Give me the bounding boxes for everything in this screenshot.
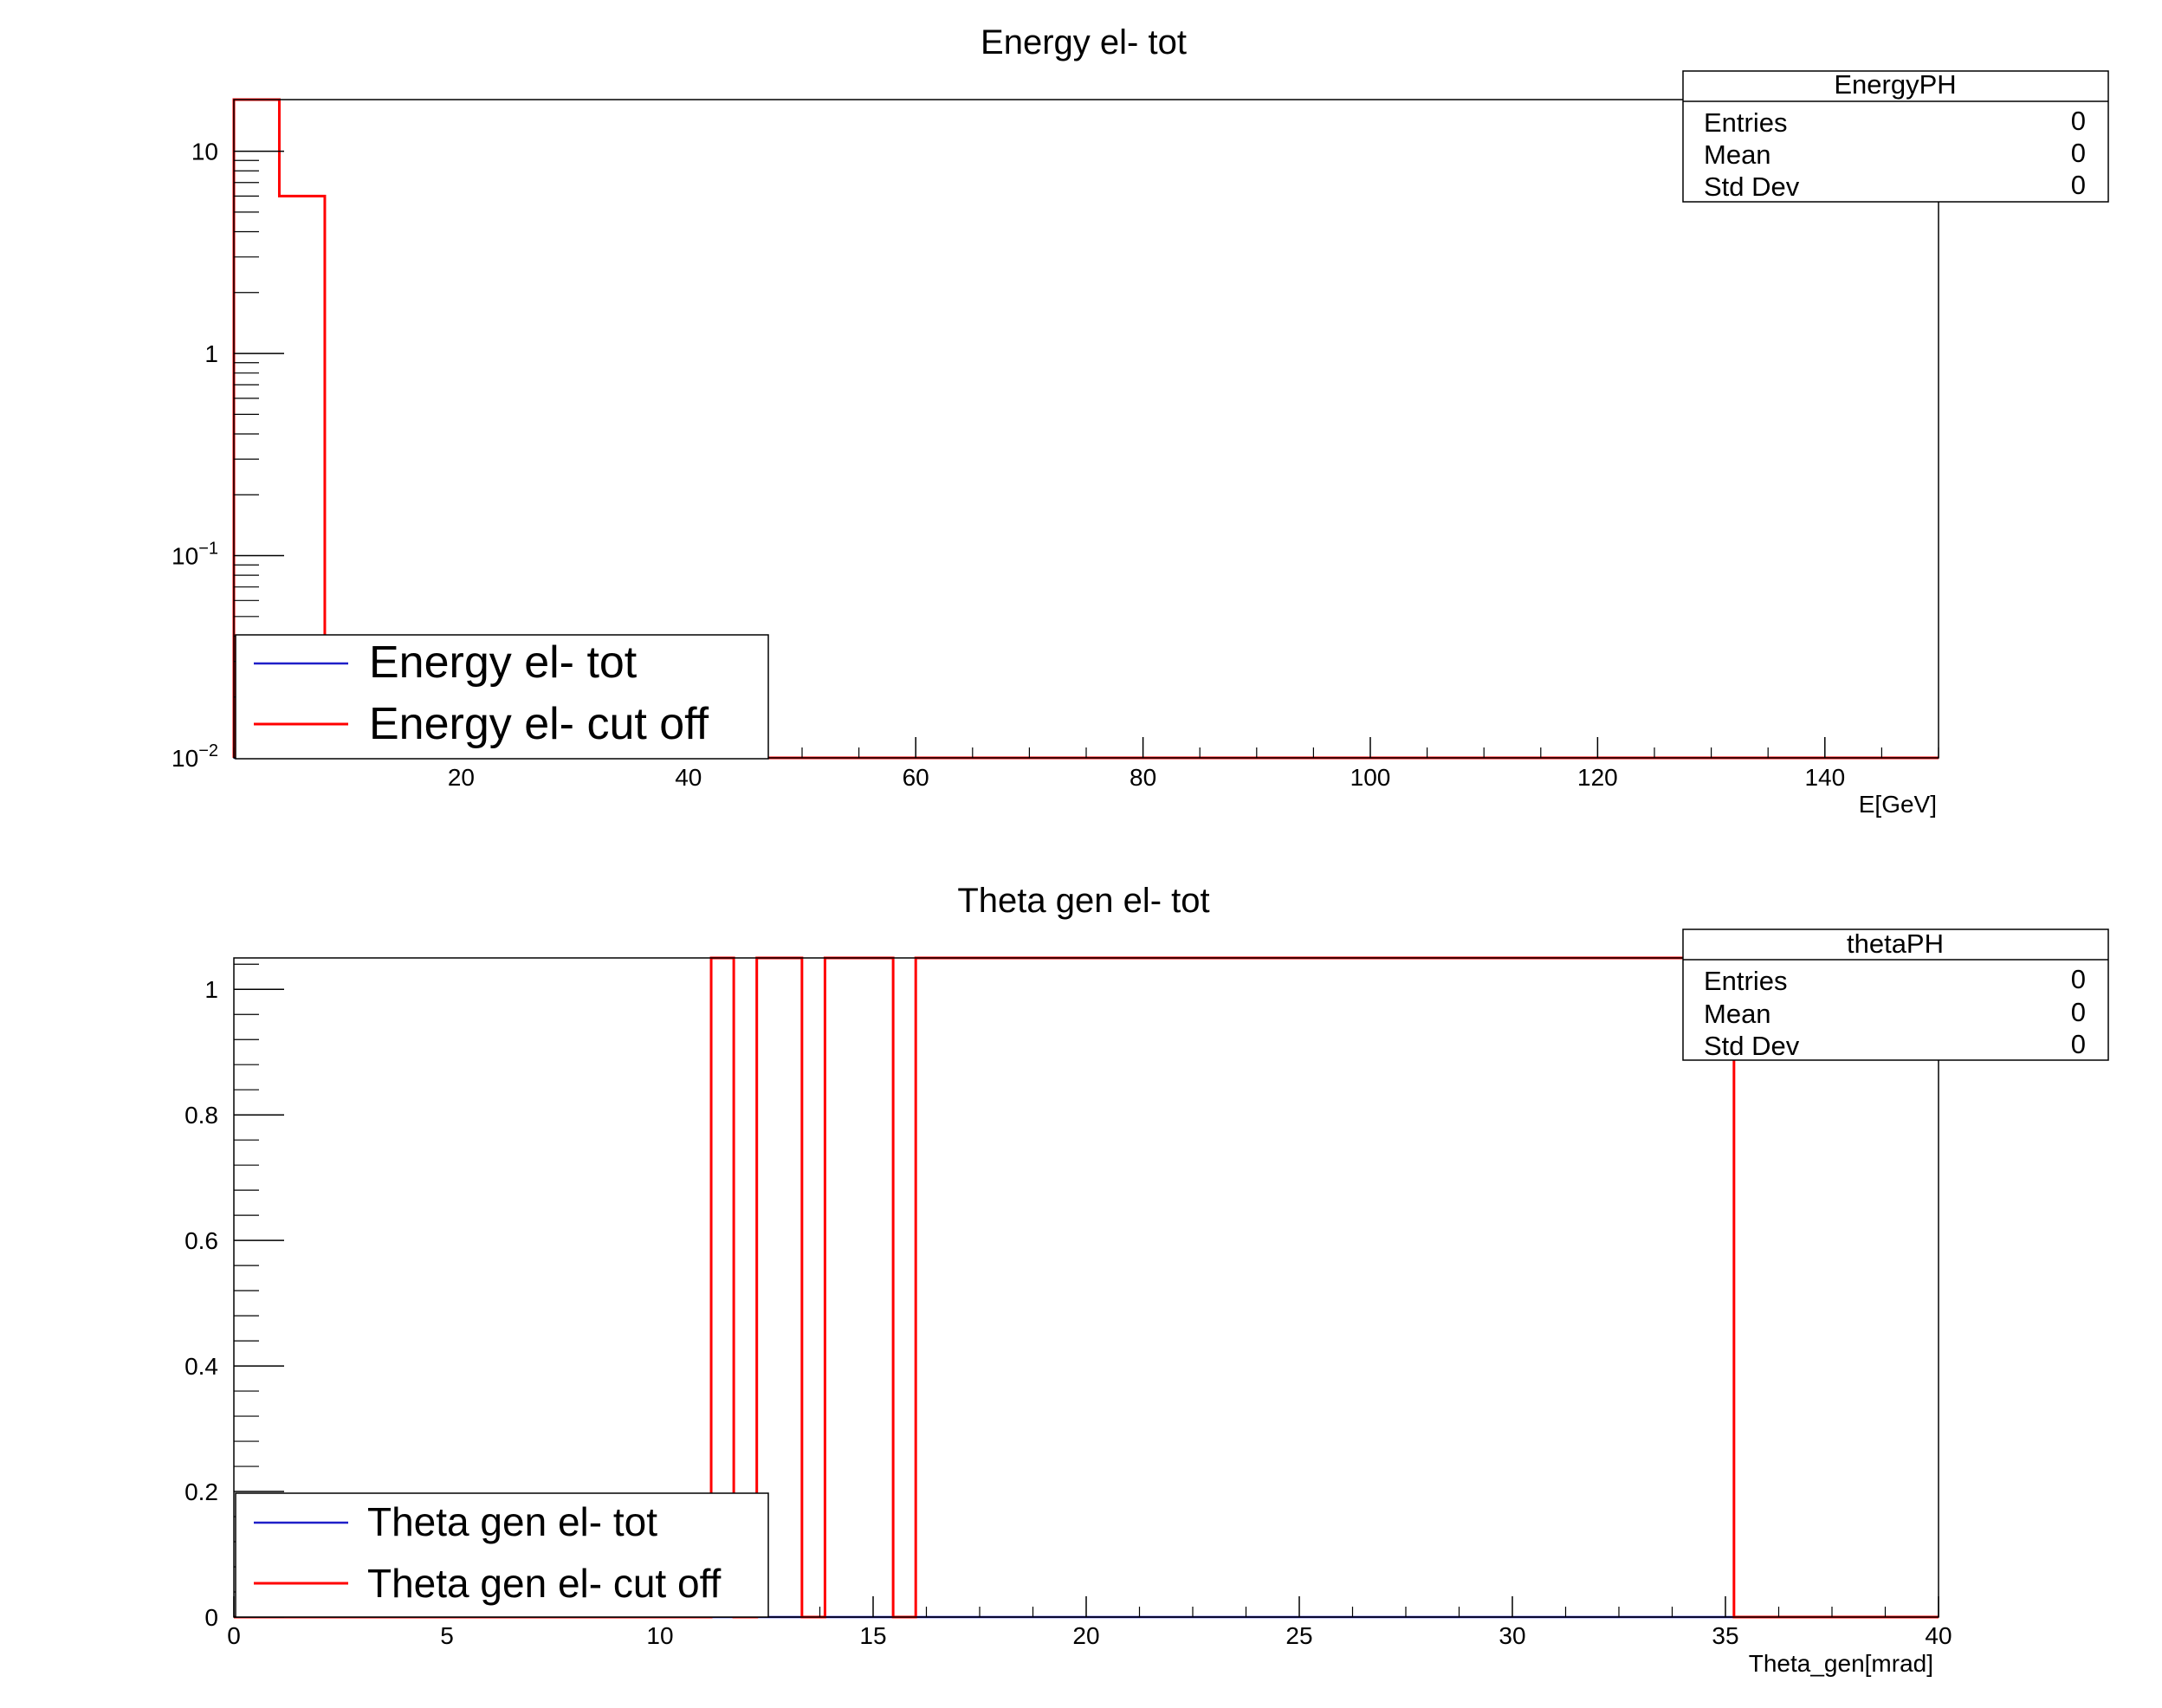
theta-stats-mean-label: Mean (1704, 999, 1771, 1029)
theta-x-tick-label: 40 (1925, 1622, 1952, 1649)
theta-y-tick-label: 0.6 (184, 1227, 218, 1254)
theta-y-tick-label: 1 (204, 976, 218, 1003)
energy-stats-box: EnergyPH Entries 0 Mean 0 Std Dev 0 (1682, 69, 2109, 203)
energy-stats-entries-value: 0 (2071, 106, 2086, 136)
energy-legend-cut-label: Energy el- cut off (369, 699, 709, 749)
theta-stats-entries-value: 0 (2071, 964, 2086, 994)
energy-stats-mean-value: 0 (2071, 138, 2086, 168)
energy-title: Energy el- tot (981, 23, 1187, 61)
energy-y-tick-label: 10 (191, 139, 218, 165)
theta-y-tick-label: 0 (204, 1604, 218, 1631)
theta-y-tick-label: 0.8 (184, 1102, 218, 1129)
energy-panel: Energy el- tot 10−2 10−1 1 10 20 40 60 80 100 12… (172, 23, 2109, 818)
theta-x-axis: 0 5 10 15 20 25 30 35 40 (227, 1596, 1952, 1649)
energy-legend: Energy el- tot Energy el- cut off (235, 634, 769, 760)
theta-x-tick-label: 15 (859, 1622, 886, 1649)
theta-y-tick-label: 0.4 (184, 1353, 218, 1380)
theta-stats-entries-label: Entries (1704, 966, 1787, 996)
theta-legend-tot-label: Theta gen el- tot (367, 1499, 657, 1544)
energy-stats-name: EnergyPH (1834, 69, 1956, 100)
energy-x-tick-label: 100 (1350, 764, 1391, 791)
theta-panel: Theta gen el- tot 0 0.2 0.4 0.6 0.8 1 0 5 10 15 2… (184, 882, 2109, 1677)
energy-stats-mean-label: Mean (1704, 139, 1771, 170)
energy-stats-stddev-value: 0 (2071, 170, 2086, 200)
energy-x-tick-label: 60 (903, 764, 929, 791)
theta-x-axis-label: Theta_gen[mrad] (1749, 1650, 1933, 1677)
theta-stats-stddev-label: Std Dev (1704, 1031, 1800, 1061)
energy-x-tick-label: 140 (1804, 764, 1845, 791)
energy-x-axis-label: E[GeV] (1859, 791, 1937, 818)
energy-y-tick-label: 10−1 (172, 540, 218, 570)
theta-y-tick-label: 0.2 (184, 1478, 218, 1505)
theta-stats-box: thetaPH Entries 0 Mean 0 Std Dev 0 (1682, 928, 2109, 1061)
theta-legend-cut-label: Theta gen el- cut off (367, 1561, 722, 1606)
theta-legend: Theta gen el- tot Theta gen el- cut off (235, 1492, 769, 1618)
theta-plot-frame (233, 957, 1939, 1618)
theta-x-tick-label: 0 (227, 1622, 241, 1649)
energy-x-tick-label: 120 (1577, 764, 1618, 791)
theta-x-tick-label: 30 (1499, 1622, 1525, 1649)
energy-y-tick-label: 10−2 (172, 741, 218, 772)
theta-x-tick-label: 25 (1285, 1622, 1312, 1649)
theta-x-tick-label: 10 (646, 1622, 673, 1649)
energy-x-tick-label: 80 (1130, 764, 1156, 791)
energy-plot-frame (233, 99, 1939, 759)
energy-stats-entries-label: Entries (1704, 107, 1787, 138)
theta-x-tick-label: 35 (1712, 1622, 1738, 1649)
energy-y-axis: 10−2 10−1 1 10 (172, 139, 284, 772)
energy-x-axis: 20 40 60 80 100 120 140 (233, 737, 1939, 791)
theta-stats-mean-value: 0 (2071, 997, 2086, 1027)
theta-stats-name: thetaPH (1847, 928, 1944, 959)
energy-y-tick-label: 1 (204, 340, 218, 367)
theta-stats-stddev-value: 0 (2071, 1029, 2086, 1059)
theta-y-axis: 0 0.2 0.4 0.6 0.8 1 (184, 963, 284, 1631)
energy-x-tick-label: 20 (448, 764, 475, 791)
theta-x-tick-label: 20 (1072, 1622, 1099, 1649)
energy-legend-tot-label: Energy el- tot (369, 637, 638, 688)
theta-x-tick-label: 5 (440, 1622, 454, 1649)
energy-stats-stddev-label: Std Dev (1704, 171, 1800, 202)
theta-title: Theta gen el- tot (957, 882, 1209, 920)
energy-x-tick-label: 40 (675, 764, 702, 791)
